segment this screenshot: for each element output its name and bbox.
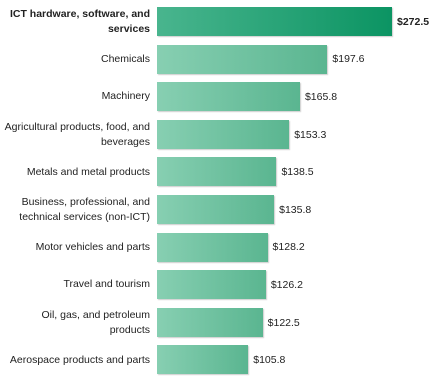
category-label: Agricultural products, food, and beverag… bbox=[4, 120, 150, 148]
value-label: $197.6 bbox=[332, 53, 365, 66]
category-label: Travel and tourism bbox=[63, 278, 150, 291]
bar bbox=[157, 270, 266, 300]
category-label: ICT hardware, software, and services bbox=[9, 7, 150, 35]
bar bbox=[157, 7, 392, 36]
bar bbox=[157, 195, 275, 224]
category-label: Oil, gas, and petroleum products bbox=[41, 308, 150, 336]
bar bbox=[157, 232, 268, 262]
value-label: $105.8 bbox=[253, 354, 286, 367]
value-label: $153.3 bbox=[294, 128, 327, 141]
value-label: $272.5 bbox=[397, 15, 430, 28]
bar bbox=[157, 345, 249, 375]
category-label: Machinery bbox=[101, 90, 150, 103]
bar bbox=[157, 119, 290, 149]
category-label: Business, professional, and technical se… bbox=[19, 195, 150, 223]
value-label: $126.2 bbox=[270, 278, 303, 291]
value-label: $165.8 bbox=[304, 90, 338, 103]
value-label: $138.5 bbox=[281, 166, 314, 179]
value-label: $128.2 bbox=[272, 241, 305, 254]
category-label: Motor vehicles and parts bbox=[35, 240, 150, 253]
bar bbox=[157, 307, 263, 337]
bar bbox=[157, 82, 300, 112]
bar bbox=[157, 44, 328, 74]
category-label: Aerospace products and parts bbox=[9, 353, 150, 366]
bar bbox=[157, 157, 277, 187]
category-label: Chemicals bbox=[100, 52, 150, 65]
value-label: $135.8 bbox=[279, 203, 312, 216]
category-label: Metals and metal products bbox=[26, 165, 150, 178]
value-label: $122.5 bbox=[267, 316, 300, 329]
